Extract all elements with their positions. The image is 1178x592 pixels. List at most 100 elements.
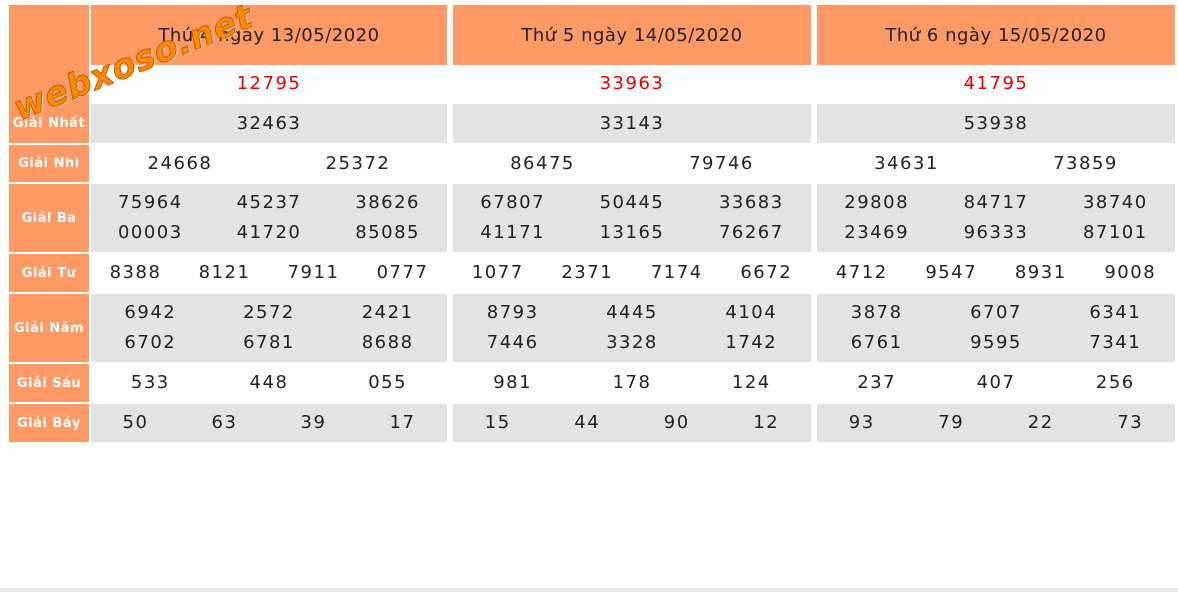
- prize-number: 79: [938, 412, 965, 433]
- result-row: 33963: [453, 65, 811, 102]
- result-row: 12795: [91, 65, 447, 102]
- prize-number: 8121: [198, 262, 251, 283]
- prize-number: 38626: [355, 192, 421, 213]
- result-row: 237 407 256: [817, 364, 1175, 402]
- prize-number: 256: [1095, 372, 1135, 393]
- result-row: 41795: [817, 65, 1175, 102]
- prize-number: 34631: [874, 152, 939, 174]
- prize-number: 63: [211, 412, 238, 433]
- prize-number: 73859: [1053, 152, 1118, 174]
- prize-number: 32463: [236, 112, 302, 134]
- prize-number: 055: [368, 372, 408, 393]
- prize-label: Giải Tư: [9, 254, 89, 292]
- prize-number: 407: [976, 372, 1016, 393]
- prize-number: 17: [389, 412, 416, 433]
- result-row: 8793 4445 4104 7446 3328 1742: [453, 294, 811, 362]
- result-row: 67807 50445 33683 41171 13165 76267: [453, 184, 811, 252]
- result-row: 533 448 055: [91, 364, 447, 402]
- prize-number: 3878: [850, 302, 903, 323]
- day-header: Thứ 4 ngày 13/05/2020: [91, 5, 447, 65]
- prize-number: 85085: [355, 222, 421, 243]
- prize-number: 1742: [725, 332, 778, 353]
- result-row: 6942 2572 2421 6702 6781 8688: [91, 294, 447, 362]
- prize-number: 4445: [606, 302, 658, 323]
- prize-number: 8688: [361, 332, 414, 353]
- result-row: 4712 9547 8931 9008: [817, 254, 1175, 292]
- scrollbar: [0, 588, 1178, 592]
- prize-number: 00003: [117, 222, 183, 243]
- prize-number: 7446: [486, 332, 539, 353]
- prize-number: 90: [663, 412, 690, 433]
- day-header: Thứ 5 ngày 14/05/2020: [453, 5, 811, 65]
- prize-number: 9595: [970, 332, 1022, 353]
- prize-number: 76267: [718, 222, 784, 243]
- prize-number: 84717: [963, 192, 1029, 213]
- prize-number: 6942: [124, 302, 177, 323]
- prize-number: 29808: [844, 192, 910, 213]
- prize-number: 7341: [1089, 332, 1142, 353]
- result-row: 53938: [817, 104, 1175, 143]
- prize-number: 93: [848, 412, 875, 433]
- prize-number: 12: [753, 412, 780, 433]
- prize-number: 9008: [1104, 262, 1157, 283]
- prize-number: 86475: [510, 152, 575, 174]
- prize-number: 2421: [361, 302, 414, 323]
- result-row: 24668 25372: [91, 145, 447, 182]
- prize-label: Giải Ba: [9, 184, 89, 252]
- result-row: 981 178 124: [453, 364, 811, 402]
- prize-number: 7174: [650, 262, 703, 283]
- prize-number: 22: [1027, 412, 1054, 433]
- prize-number: 6672: [740, 262, 793, 283]
- result-row: 93 79 22 73: [817, 404, 1175, 442]
- prize-number: 79746: [689, 152, 754, 174]
- prize-number: 15: [484, 412, 511, 433]
- prize-number: 9547: [925, 262, 978, 283]
- prize-number: 6761: [850, 332, 903, 353]
- corner-cell: [9, 5, 89, 65]
- result-row: 15 44 90 12: [453, 404, 811, 442]
- prize-number: 33683: [718, 192, 784, 213]
- prize-number: 8388: [109, 262, 162, 283]
- prize-number: 6781: [243, 332, 295, 353]
- prize-number: 50445: [599, 192, 665, 213]
- day-header: Thứ 6 ngày 15/05/2020: [817, 5, 1175, 65]
- prize-number: 0777: [376, 262, 429, 283]
- prize-label: Giải Nhất: [9, 104, 89, 143]
- prize-label: Giải Bảy: [9, 404, 89, 442]
- prize-number: 44: [574, 412, 601, 433]
- prize-number: 448: [249, 372, 289, 393]
- result-row: 86475 79746: [453, 145, 811, 182]
- prize-number: 124: [731, 372, 771, 393]
- prize-number: 41795: [963, 72, 1029, 94]
- result-row: 50 63 39 17: [91, 404, 447, 442]
- result-row: 34631 73859: [817, 145, 1175, 182]
- prize-label: Giải Nhì: [9, 145, 89, 182]
- prize-number: 981: [493, 372, 533, 393]
- result-row: 3878 6707 6341 6761 9595 7341: [817, 294, 1175, 362]
- prize-number: 12795: [236, 72, 302, 94]
- prize-label: Giải Sáu: [9, 364, 89, 402]
- prize-number: 53938: [963, 112, 1029, 134]
- prize-number: 6341: [1089, 302, 1142, 323]
- result-row: 75964 45237 38626 00003 41720 85085: [91, 184, 447, 252]
- prize-number: 45237: [236, 192, 302, 213]
- prize-number: 67807: [480, 192, 546, 213]
- prize-number: 23469: [844, 222, 910, 243]
- prize-number: 2572: [243, 302, 295, 323]
- prize-number: 24668: [147, 152, 213, 174]
- prize-number: 4712: [835, 262, 888, 283]
- prize-number: 13165: [599, 222, 665, 243]
- prize-number: 25372: [325, 152, 391, 174]
- prize-number: 8931: [1014, 262, 1067, 283]
- result-row: 33143: [453, 104, 811, 143]
- prize-number: 50: [122, 412, 149, 433]
- prize-number: 2371: [561, 262, 614, 283]
- prize-number: 6702: [124, 332, 177, 353]
- prize-number: 75964: [117, 192, 183, 213]
- prize-number: 533: [130, 372, 170, 393]
- prize-number: 39: [300, 412, 327, 433]
- label-cell: [9, 65, 89, 104]
- prize-number: 7911: [287, 262, 340, 283]
- prize-number: 41171: [480, 222, 546, 243]
